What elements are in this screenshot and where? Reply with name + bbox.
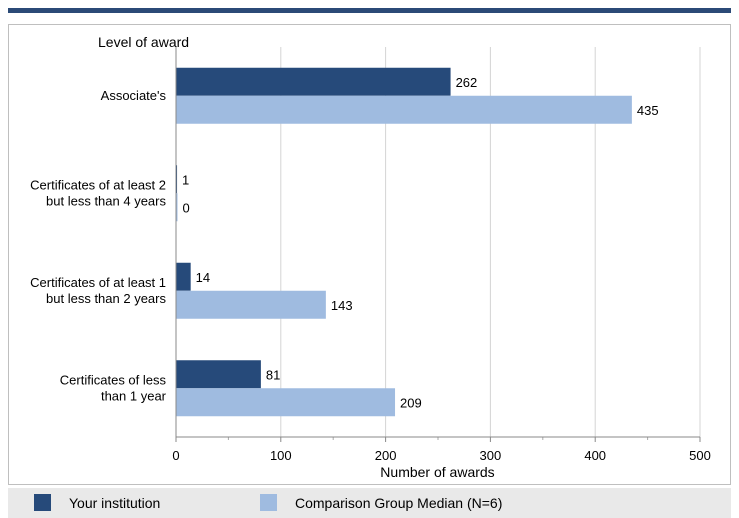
category-label: Certificates of at least 2 (30, 177, 166, 192)
header-rule (8, 8, 731, 13)
axes (175, 47, 701, 442)
bar-your-institution (176, 262, 191, 291)
data-label: 0 (183, 200, 190, 215)
chart-title: Level of award (98, 34, 189, 50)
data-label: 262 (456, 75, 478, 90)
bar-comparison-median (176, 388, 396, 417)
x-tick-label: 500 (689, 448, 711, 463)
bar-your-institution (176, 165, 178, 194)
category-label: Associate's (101, 88, 167, 103)
bar-your-institution (176, 67, 451, 96)
bar-comparison-median (176, 290, 326, 319)
bar-comparison-median (176, 95, 632, 124)
legend: Your institution Comparison Group Median… (8, 488, 731, 518)
category-label: Certificates of at least 1 (30, 275, 166, 290)
bars (176, 67, 632, 417)
data-label: 81 (266, 367, 280, 382)
legend-item-comparison-median: Comparison Group Median (N=6) (260, 494, 502, 511)
x-tick-label: 400 (584, 448, 606, 463)
x-tick-label: 200 (375, 448, 397, 463)
category-label: Certificates of less (60, 372, 167, 387)
legend-label: Comparison Group Median (N=6) (295, 494, 503, 511)
x-axis-title: Number of awards (380, 464, 494, 480)
data-label: 1 (182, 172, 189, 187)
legend-swatch-your-institution (34, 494, 51, 511)
bar-comparison-median (176, 193, 178, 222)
legend-swatch-comparison-median (260, 494, 277, 511)
category-label: but less than 2 years (46, 291, 166, 306)
bar-your-institution (176, 360, 261, 389)
x-tick-label: 0 (172, 448, 179, 463)
legend-label: Your institution (69, 494, 161, 511)
data-label: 143 (331, 298, 353, 313)
category-label: but less than 4 years (46, 193, 166, 208)
legend-item-your-institution: Your institution (34, 494, 160, 511)
x-tick-label: 100 (270, 448, 292, 463)
data-label: 209 (400, 395, 422, 410)
x-tick-label: 300 (480, 448, 502, 463)
data-label: 14 (196, 270, 210, 285)
labels: 0 100 200 300 400 500 262 435 Associate's 1 0 Certi… (30, 75, 711, 463)
data-label: 435 (637, 103, 659, 118)
category-label: than 1 year (101, 388, 167, 403)
